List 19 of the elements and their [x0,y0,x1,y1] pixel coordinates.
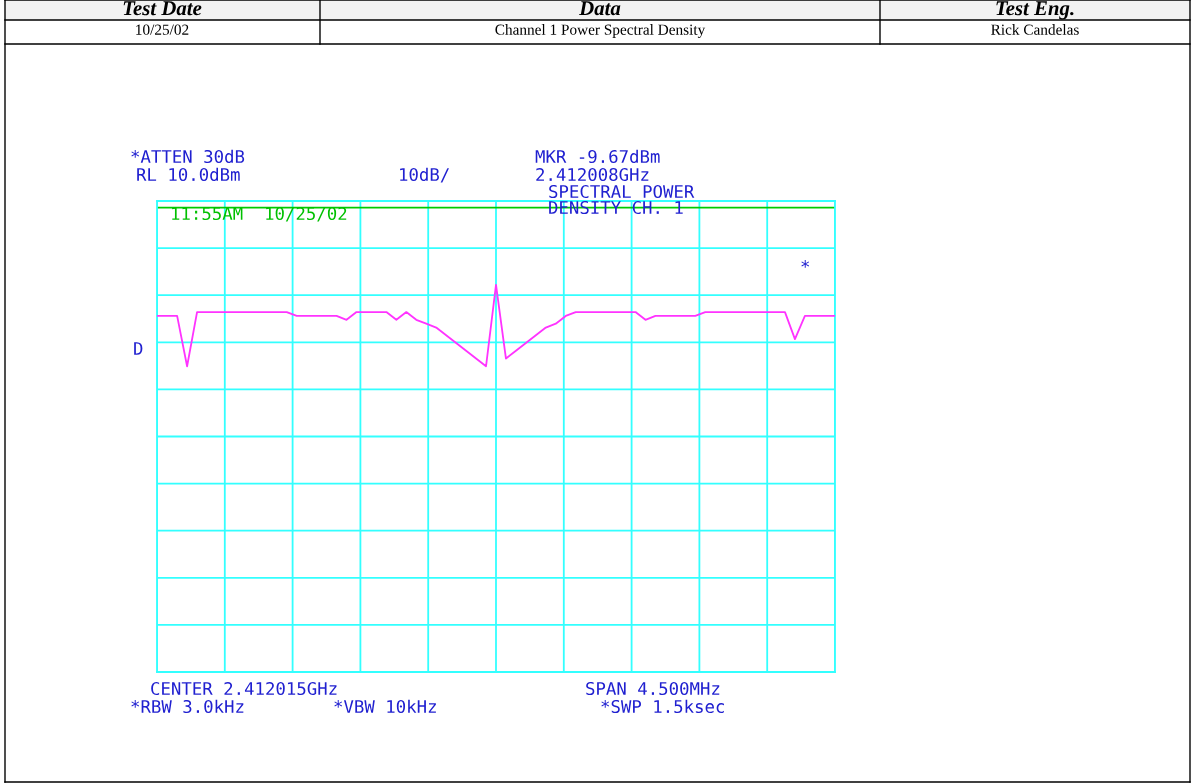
text: RL 10.0dBm [137,167,240,182]
text: 10/25/02 [136,24,189,35]
text: Channel 1 Power Spectral Density [495,24,706,38]
text: *SWP 1.5ksec [601,699,724,714]
text: *VBW 10kHz [334,699,436,714]
text: D [134,342,143,355]
text: CENTER 2.412015GHz [151,681,337,696]
text: *RBW 3.0kHz [131,699,244,714]
text: * [801,259,810,268]
text: Test Date [123,1,202,16]
text: SPECTRAL POWER [549,184,695,199]
text: 10dB/ [400,167,449,183]
text: Data [579,1,621,16]
text: Rick Candelas [991,24,1079,35]
text: Test Eng. [996,1,1074,20]
text: 2.412008GHz [536,167,649,182]
text: SPAN 4.500MHz [586,681,720,696]
text: MKR -9.67dBm [535,149,660,164]
text: *ATTEN 30dB [131,149,245,164]
